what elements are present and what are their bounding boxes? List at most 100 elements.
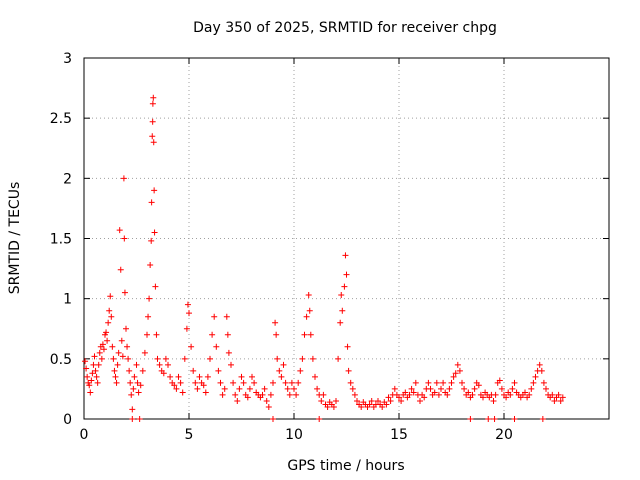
- data-point: [351, 391, 358, 398]
- data-point: [238, 373, 245, 380]
- data-point: [385, 394, 392, 401]
- data-point: [320, 391, 327, 398]
- data-point: [131, 373, 138, 380]
- data-point: [127, 379, 134, 386]
- data-point: [555, 391, 562, 398]
- data-point: [228, 361, 234, 368]
- data-point: [82, 358, 89, 365]
- data-point: [263, 397, 270, 404]
- data-point: [305, 292, 312, 299]
- data-point: [522, 389, 528, 396]
- data-point: [156, 361, 163, 368]
- data-point: [120, 175, 127, 182]
- data-point: [438, 385, 444, 392]
- data-point: [274, 355, 281, 362]
- data-point: [291, 385, 297, 392]
- data-point: [272, 319, 279, 326]
- data-point: [492, 391, 499, 398]
- data-point: [100, 346, 107, 353]
- data-point: [167, 373, 174, 380]
- data-point: [288, 379, 295, 386]
- data-point: [207, 355, 213, 362]
- data-point: [83, 365, 90, 372]
- data-point: [345, 367, 352, 374]
- data-point: [217, 379, 224, 386]
- data-point: [467, 416, 474, 422]
- data-point: [559, 394, 566, 401]
- y-tick-label: 1: [63, 292, 72, 308]
- data-point: [194, 385, 201, 392]
- data-point: [498, 385, 505, 392]
- data-point: [461, 385, 468, 392]
- data-point: [368, 397, 375, 404]
- data-point: [93, 373, 100, 380]
- x-tick-label: 10: [285, 427, 303, 443]
- data-point: [543, 385, 549, 392]
- data-point: [151, 187, 158, 194]
- data-point: [190, 367, 197, 374]
- data-point: [391, 385, 398, 392]
- y-tick-labels: 0 0.5 1 1.5 2 2.5 3: [50, 51, 72, 428]
- data-point: [118, 337, 125, 344]
- data-point: [224, 331, 231, 338]
- data-point: [503, 394, 510, 401]
- x-tick-label: 15: [390, 427, 408, 443]
- data-point: [154, 355, 161, 362]
- data-point: [109, 343, 116, 350]
- data-point: [92, 367, 99, 374]
- data-point: [147, 261, 154, 268]
- data-point: [126, 367, 133, 374]
- data-point: [213, 343, 220, 350]
- data-point: [343, 271, 350, 278]
- data-point: [106, 307, 113, 314]
- data-point: [135, 389, 142, 396]
- data-point: [293, 391, 300, 398]
- data-point: [125, 355, 132, 362]
- data-point: [491, 416, 498, 422]
- data-point: [406, 391, 413, 398]
- data-point: [91, 353, 98, 360]
- data-point: [387, 397, 394, 404]
- chart-title: Day 350 of 2025, SRMTID for receiver chp…: [193, 20, 497, 36]
- data-point: [134, 379, 141, 386]
- data-point: [148, 199, 155, 206]
- data-point: [153, 331, 160, 338]
- data-point: [150, 94, 157, 101]
- data-point: [383, 401, 390, 408]
- data-point: [444, 391, 451, 398]
- data-point: [303, 313, 310, 320]
- data-point: [110, 355, 117, 362]
- x-tick-label: 0: [80, 427, 89, 443]
- data-point: [113, 379, 120, 386]
- data-point: [84, 373, 91, 380]
- data-point: [375, 397, 381, 404]
- data-point: [530, 379, 537, 386]
- axis-ticks: [83, 57, 609, 420]
- data-point: [454, 361, 461, 368]
- y-tick-label: 0: [63, 412, 72, 428]
- y-tick-label: 0.5: [50, 352, 72, 368]
- data-point: [148, 237, 155, 244]
- data-point: [342, 252, 349, 259]
- data-point: [215, 367, 222, 374]
- data-point: [124, 343, 131, 350]
- data-point: [273, 331, 280, 338]
- data-point: [144, 331, 150, 338]
- data-point: [221, 385, 228, 392]
- data-point: [265, 403, 272, 410]
- data-point: [450, 373, 457, 380]
- data-point: [341, 283, 348, 290]
- data-point: [358, 403, 365, 410]
- data-point: [396, 394, 402, 401]
- data-point: [188, 343, 195, 350]
- data-point: [333, 397, 339, 404]
- grid-lines: [84, 58, 609, 419]
- data-point: [480, 394, 486, 401]
- data-point: [111, 367, 118, 374]
- data-point: [408, 385, 415, 392]
- data-point: [379, 403, 386, 410]
- data-point: [136, 416, 143, 422]
- data-point: [421, 394, 428, 401]
- data-point: [507, 391, 514, 398]
